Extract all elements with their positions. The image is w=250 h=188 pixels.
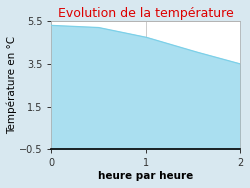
X-axis label: heure par heure: heure par heure	[98, 171, 193, 181]
Y-axis label: Température en °C: Température en °C	[7, 36, 18, 134]
Title: Evolution de la température: Evolution de la température	[58, 7, 234, 20]
